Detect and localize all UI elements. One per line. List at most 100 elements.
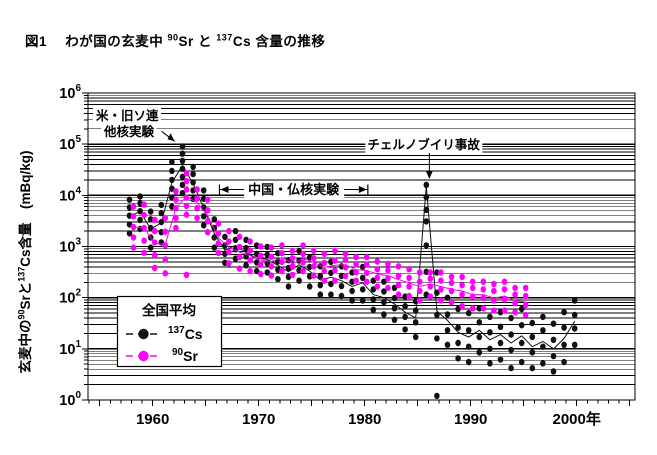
x-tick-label: 1970: [242, 411, 275, 428]
figure-title: 図1 わが国の玄麦中 90Sr と 137Cs 含量の推移: [25, 32, 326, 50]
cs137-data-point: [487, 313, 493, 321]
sr90-data-point: [469, 305, 476, 312]
cs137-data-point: [540, 313, 546, 321]
cs137-data-point: [497, 323, 504, 330]
cs137-data-point: [434, 289, 440, 296]
x-tick-label: 2000年: [553, 410, 601, 428]
cs137-data-point: [179, 190, 186, 197]
cs137-data-point: [179, 143, 186, 150]
cs137-data-point: [381, 311, 387, 318]
cs137-data-point: [508, 331, 514, 338]
cs137-data-point: [412, 333, 419, 341]
cs137-data-point: [402, 313, 408, 321]
sr90-data-point: [332, 267, 338, 274]
sr90-data-point: [173, 196, 179, 203]
x-tick-label: 1990: [454, 411, 487, 428]
sr90-data-point: [448, 298, 455, 306]
cs137-data-point: [147, 224, 154, 232]
sr90-data-point: [395, 291, 402, 298]
sr90-data-point: [491, 287, 497, 295]
cs137-data-point: [529, 333, 536, 341]
sr90-data-point: [151, 216, 158, 224]
sr90-data-point: [141, 237, 147, 244]
cs137-data-point: [317, 282, 324, 289]
sr90-data-point: [215, 249, 222, 257]
annotation-text-mask: [93, 107, 162, 124]
sr90-data-point: [183, 271, 190, 278]
sr90-data-point: [480, 305, 487, 312]
cs137-data-point: [359, 274, 366, 281]
cs137-data-point: [190, 170, 196, 178]
cs137-data-point: [423, 242, 430, 249]
annotation-chernobyl: チェルノブイリ事故: [365, 136, 483, 179]
sr90-data-point: [300, 242, 306, 249]
annotation-text: 他核実験: [103, 124, 155, 139]
sr90-data-point: [279, 258, 285, 266]
legend-marker-dot-icon: [138, 350, 149, 362]
sr90-data-point: [480, 294, 487, 302]
sr90-data-point: [130, 234, 137, 241]
cs137-data-point: [338, 292, 345, 300]
legend-label: 90Sr: [172, 347, 198, 364]
cs137-data-point: [391, 316, 398, 323]
cs137-data-point: [455, 305, 461, 313]
sr90-mean-line: [133, 195, 526, 303]
sr90-data-point: [141, 249, 147, 257]
cs137-data-point: [296, 277, 302, 284]
cs137-data-point: [455, 324, 461, 331]
cs137-data-point: [211, 234, 218, 241]
cs137-data-point: [423, 206, 430, 214]
sr90-data-point: [491, 297, 497, 304]
y-tick-label: 106: [59, 83, 81, 102]
sr90-data-point: [236, 233, 243, 240]
sr90-data-point: [385, 267, 391, 274]
cs137-data-point: [412, 307, 419, 314]
cs137-data-point: [179, 181, 186, 189]
annotation-text: 米・旧ソ連: [95, 108, 159, 123]
sr90-data-point: [448, 273, 455, 281]
sr90-data-point: [183, 177, 190, 185]
sr90-data-point: [469, 293, 476, 300]
sr90-data-point: [342, 256, 349, 263]
sr90-data-point: [406, 274, 412, 281]
cs137-data-point: [434, 311, 440, 319]
sr90-data-point: [310, 272, 317, 279]
cs137-data-point: [540, 327, 546, 334]
sr90-data-point: [257, 243, 264, 250]
sr90-data-point: [512, 284, 518, 292]
sr90-data-point: [247, 267, 253, 275]
sr90-data-point: [300, 259, 306, 266]
sr90-data-point: [469, 284, 476, 292]
x-tick-label: 1960: [136, 411, 169, 428]
sr90-data-point: [183, 202, 190, 210]
cs137-data-point: [465, 327, 472, 334]
cs137-data-point: [571, 311, 578, 319]
sr90-data-point: [501, 296, 508, 303]
sr90-data-point: [438, 297, 444, 304]
annotation-text-mask: [365, 136, 483, 153]
cs137-data-point: [317, 291, 324, 298]
annotation-text: 中国・仏核実験: [248, 182, 340, 197]
cs137-data-point: [211, 244, 218, 251]
cs137-data-point: [508, 364, 514, 372]
sr90-data-point: [268, 263, 275, 270]
cs137-data-point: [571, 297, 578, 304]
sr90-data-point: [459, 273, 465, 281]
sr90-data-point: [257, 252, 264, 259]
cs137-data-point: [328, 291, 334, 298]
sr90-data-point: [300, 267, 306, 275]
cs137-data-point: [222, 242, 228, 249]
sr90-data-point: [130, 223, 137, 231]
sr90-data-point: [130, 213, 137, 220]
cs137-data-point: [126, 196, 133, 203]
sr90-data-point: [438, 277, 444, 284]
sr90-data-point: [162, 228, 169, 235]
cs137-data-point: [540, 343, 546, 350]
cs137-data-point: [253, 267, 260, 275]
cs137-data-point: [497, 339, 504, 347]
cs137-data-point: [179, 165, 186, 172]
y-axis-tick-labels: 100 101 102 103 104 105 106: [59, 83, 81, 409]
sr90-data-point: [226, 260, 232, 267]
sr90-data-point: [374, 266, 381, 273]
